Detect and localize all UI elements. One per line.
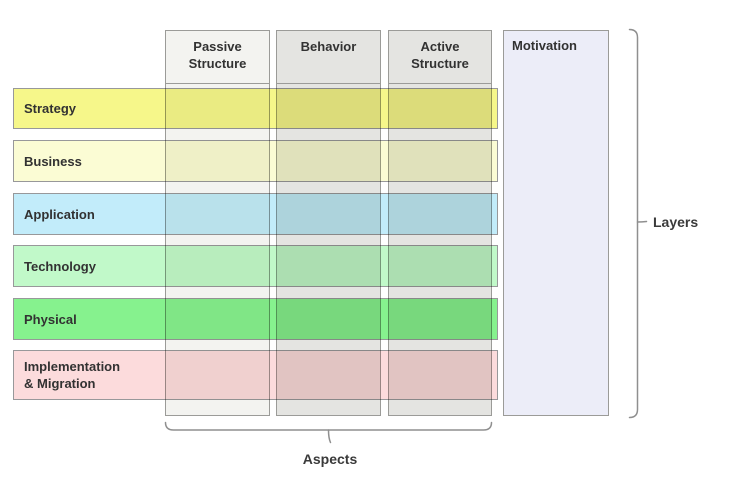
layer-row-label-application: Application [24, 206, 95, 222]
layer-row-label-physical: Physical [24, 311, 77, 327]
layer-row-business: Business [13, 140, 498, 182]
motivation-column: Motivation [503, 30, 609, 416]
layer-row-label-implementation-migration: Implementation & Migration [24, 359, 121, 391]
layer-row-application: Application [13, 193, 498, 235]
layer-row-label-strategy: Strategy [24, 101, 77, 116]
layers-bracket [628, 28, 648, 419]
motivation-column-header: Motivation [512, 38, 577, 53]
aspects-bracket-label: Aspects [302, 451, 358, 467]
layers-bracket-label: Layers [653, 214, 699, 230]
layer-row-strategy: Strategy [13, 88, 498, 129]
layer-row-implementation-migration: Implementation & Migration [13, 350, 498, 400]
aspects-bracket [164, 421, 493, 444]
aspect-column-header-passive-structure: Passive Structure [166, 31, 269, 84]
layer-row-technology: Technology [13, 245, 498, 287]
layer-row-physical: Physical [13, 298, 498, 340]
layer-row-label-business: Business [24, 153, 82, 169]
layer-row-label-technology: Technology [24, 258, 96, 274]
aspect-column-header-active-structure: Active Structure [389, 31, 491, 84]
aspect-column-header-behavior: Behavior [277, 31, 380, 84]
